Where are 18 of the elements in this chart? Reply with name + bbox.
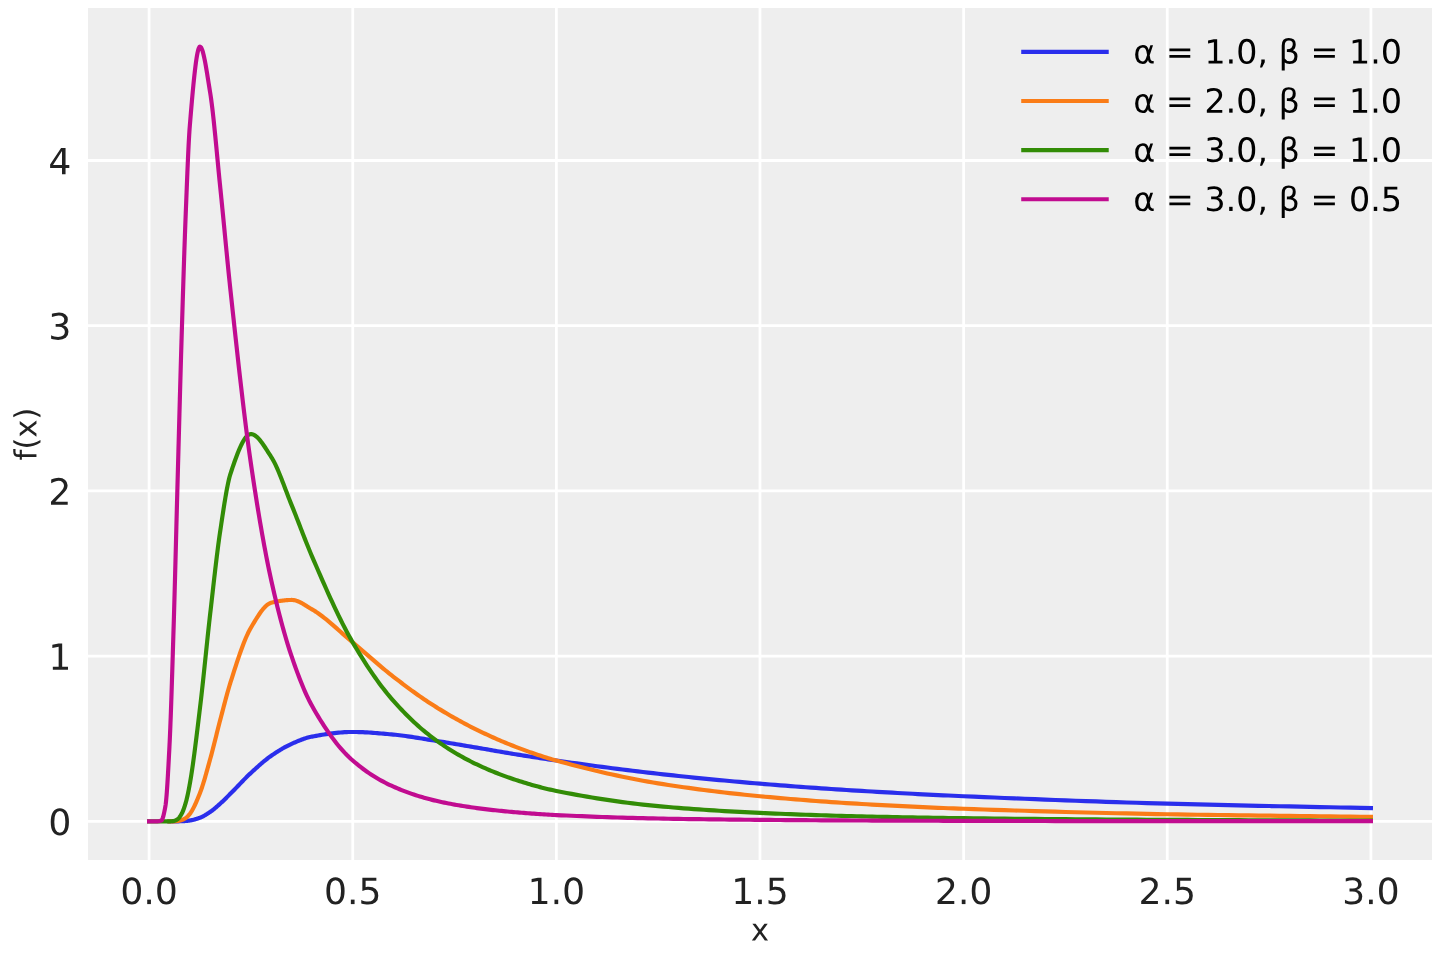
x-tick-label: 2.0 xyxy=(937,877,990,905)
y-axis-title: f(x) xyxy=(13,410,41,460)
x-tick-label: 1.5 xyxy=(735,877,786,905)
legend-label: α = 3.0, β = 0.5 xyxy=(1135,185,1400,218)
x-tick-label: 0.5 xyxy=(326,877,379,905)
legend-label: α = 1.0, β = 1.0 xyxy=(1135,38,1400,71)
legend-label: α = 3.0, β = 1.0 xyxy=(1135,136,1400,169)
legend-label: α = 2.0, β = 1.0 xyxy=(1135,87,1400,120)
y-tick-label: 0 xyxy=(50,808,69,836)
x-tick-label: 2.5 xyxy=(1141,877,1193,905)
x-tick-label: 3.0 xyxy=(1344,877,1398,905)
x-axis-title: x xyxy=(751,923,769,941)
x-tick-label: 0.0 xyxy=(122,877,176,905)
y-tick-label: 1 xyxy=(52,643,68,670)
x-tick-label: 1.0 xyxy=(531,877,583,905)
y-tick-label: 2 xyxy=(51,477,68,505)
y-tick-label: 4 xyxy=(50,147,70,175)
y-tick-label: 3 xyxy=(51,312,69,340)
